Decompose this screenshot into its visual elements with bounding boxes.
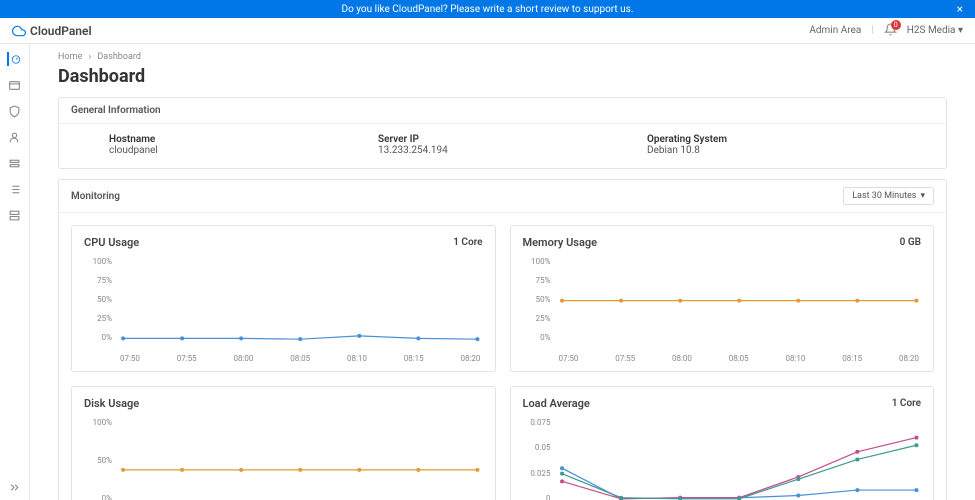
notifications-button[interactable]: 0	[884, 23, 897, 39]
chart-meta: 1 Core	[453, 237, 482, 248]
info-label: Hostname	[109, 134, 358, 145]
chart-svg	[118, 257, 483, 342]
sidebar-item-sites[interactable]	[8, 78, 22, 92]
topbar: CloudPanel Admin Area | 0 H2S Media ▾	[0, 18, 975, 44]
chart-svg	[557, 257, 922, 342]
chevron-down-icon: ▾	[920, 191, 925, 201]
account-dropdown[interactable]: H2S Media ▾	[907, 25, 963, 36]
x-axis: 07:5007:5508:0008:0508:1008:1508:20	[118, 354, 483, 363]
server-icon	[8, 209, 21, 222]
chart-title: CPU Usage	[84, 236, 139, 249]
close-icon[interactable]: ×	[957, 2, 963, 16]
chart-svg	[557, 418, 922, 500]
list-icon	[8, 183, 21, 196]
breadcrumb-current: Dashboard	[97, 52, 141, 62]
info-value: cloudpanel	[109, 145, 358, 156]
notification-badge: 0	[891, 20, 901, 30]
info-value: 13.233.254.194	[378, 145, 627, 156]
y-axis: 100%50%0%	[84, 418, 118, 500]
chart-title: Memory Usage	[523, 236, 598, 249]
breadcrumb: Home › Dashboard	[58, 52, 947, 62]
y-axis: 100%75%50%25%0%	[523, 257, 557, 352]
chart-title: Load Average	[523, 397, 590, 410]
sidebar-item-database[interactable]	[8, 156, 22, 170]
brand-name: CloudPanel	[30, 24, 92, 38]
shield-icon	[8, 105, 21, 118]
review-banner: Do you like CloudPanel? Please write a s…	[0, 0, 975, 18]
main-content: Home › Dashboard Dashboard General Infor…	[30, 44, 975, 500]
user-icon	[8, 131, 21, 144]
y-axis: 100%75%50%25%0%	[84, 257, 118, 352]
chart-meta: 0 GB	[900, 237, 921, 248]
chart-disk-usage: Disk Usage100%50%0%07:5007:5508:0008:050…	[71, 386, 496, 500]
sidebar	[0, 44, 30, 500]
chart-load-average: Load Average1 Core0.0750.050.025007:5007…	[510, 386, 935, 500]
chart-meta: 1 Core	[892, 398, 921, 409]
chart-svg	[118, 418, 483, 500]
sidebar-item-dashboard[interactable]	[7, 52, 21, 66]
database-icon	[8, 157, 21, 170]
banner-text: Do you like CloudPanel? Please write a s…	[342, 4, 634, 15]
sidebar-item-services[interactable]	[8, 182, 22, 196]
chart-memory-usage: Memory Usage 0 GB 100%75%50%25%0%07:5007:5…	[510, 225, 935, 372]
sidebar-collapse-button[interactable]	[8, 480, 22, 494]
info-label: Server IP	[378, 134, 627, 145]
monitoring-header: Monitoring Last 30 Minutes ▾	[59, 180, 946, 213]
general-info-card: General Information Hostnamecloudpanel Se…	[58, 97, 947, 169]
page-title: Dashboard	[58, 66, 947, 87]
x-axis: 07:5007:5508:0008:0508:1008:1508:20	[557, 354, 922, 363]
sidebar-item-users[interactable]	[8, 130, 22, 144]
chart-title: Disk Usage	[84, 397, 139, 410]
sidebar-item-security[interactable]	[8, 104, 22, 118]
info-value: Debian 10.8	[647, 145, 896, 156]
brand-logo[interactable]: CloudPanel	[12, 24, 92, 38]
info-label: Operating System	[647, 134, 896, 145]
time-range-dropdown[interactable]: Last 30 Minutes ▾	[843, 187, 934, 205]
cloud-icon	[12, 24, 26, 38]
window-icon	[8, 79, 21, 92]
admin-area-link[interactable]: Admin Area	[809, 25, 861, 36]
monitoring-card: Monitoring Last 30 Minutes ▾ CPU Usage 1 …	[58, 179, 947, 500]
y-axis: 0.0750.050.0250	[523, 418, 557, 500]
general-info-header: General Information	[59, 98, 946, 124]
gauge-icon	[11, 53, 21, 66]
chevrons-right-icon	[8, 481, 21, 494]
sidebar-item-logs[interactable]	[8, 208, 22, 222]
breadcrumb-home[interactable]: Home	[58, 52, 82, 62]
chart-cpu-usage: CPU Usage 1 Core 100%75%50%25%0%07:5007:55…	[71, 225, 496, 372]
